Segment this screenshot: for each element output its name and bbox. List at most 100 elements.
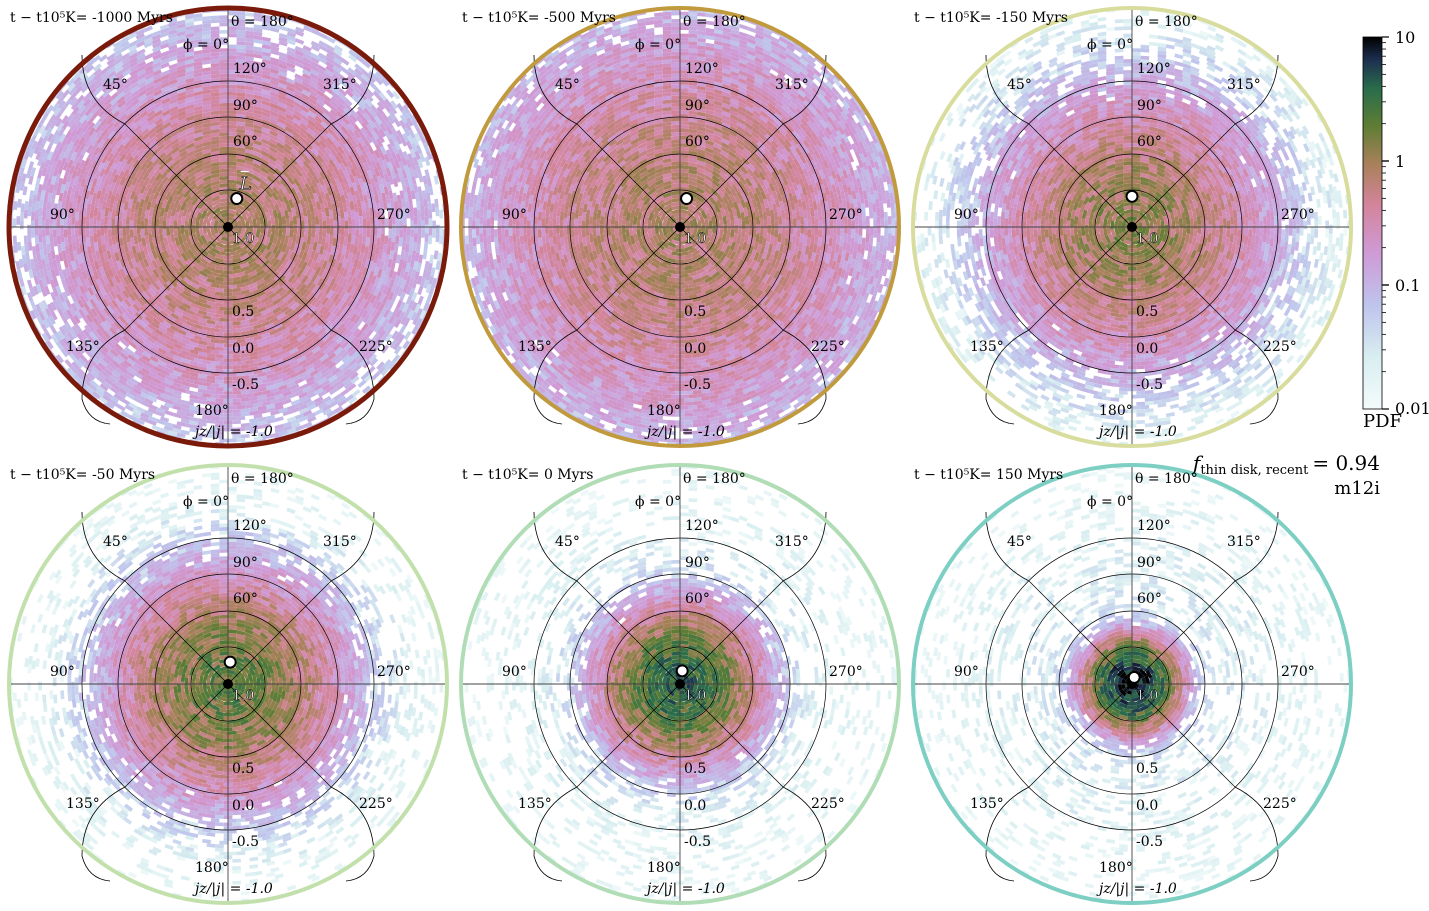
heatmap-cell xyxy=(313,375,323,383)
heatmap-cell xyxy=(99,286,107,296)
heatmap-cell xyxy=(79,330,88,340)
heatmap-cell xyxy=(37,169,43,179)
heatmap-cell xyxy=(257,196,266,206)
heatmap-cell xyxy=(377,229,382,238)
heatmap-cell xyxy=(431,203,436,213)
heatmap-cell xyxy=(210,103,220,108)
heatmap-cell xyxy=(290,143,300,152)
heatmap-cell xyxy=(387,211,393,221)
heatmap-cell xyxy=(334,160,342,170)
heatmap-cell xyxy=(218,208,228,215)
heatmap-cell xyxy=(303,289,312,299)
heatmap-cell xyxy=(270,398,280,405)
heatmap-cell xyxy=(339,66,349,75)
heatmap-cell xyxy=(105,282,113,292)
heatmap-cell xyxy=(386,120,395,130)
heatmap-cell xyxy=(253,31,263,37)
heatmap-cell xyxy=(302,160,311,170)
heatmap-cell xyxy=(424,216,429,225)
heatmap-cell xyxy=(365,211,371,221)
heatmap-cell xyxy=(274,382,284,389)
heatmap-cell xyxy=(158,215,164,225)
heatmap-cell xyxy=(168,384,178,391)
heatmap-cell xyxy=(61,337,70,347)
heatmap-cell xyxy=(190,196,199,206)
heatmap-cell xyxy=(247,215,254,225)
heatmap-cell xyxy=(108,83,118,92)
heatmap-cell xyxy=(210,173,220,179)
heatmap-cell xyxy=(296,190,304,201)
heatmap-cell xyxy=(339,130,348,140)
heatmap-cell xyxy=(407,194,413,204)
heatmap-cell xyxy=(87,335,97,345)
heatmap-cell xyxy=(44,254,50,264)
heatmap-cell xyxy=(156,351,167,359)
heatmap-cell xyxy=(80,119,88,129)
heatmap-cell xyxy=(73,269,80,279)
heatmap-cell xyxy=(322,307,331,316)
heatmap-cell xyxy=(274,218,280,227)
heatmap-cell xyxy=(244,359,254,365)
heatmap-cell xyxy=(185,389,195,395)
heatmap-cell xyxy=(301,361,311,369)
heatmap-cell xyxy=(309,77,319,85)
heatmap-cell xyxy=(355,356,365,365)
heatmap-cell xyxy=(382,309,391,319)
heatmap-cell xyxy=(24,201,29,210)
heatmap-cell xyxy=(128,40,138,48)
heatmap-cell xyxy=(45,235,50,245)
heatmap-cell xyxy=(102,252,109,262)
heatmap-cell xyxy=(315,159,324,169)
heatmap-cell xyxy=(360,186,367,196)
heatmap-cell xyxy=(102,132,111,142)
heatmap-cell xyxy=(301,68,312,76)
heatmap-cell xyxy=(86,345,96,355)
heatmap-cell xyxy=(206,289,216,296)
heatmap-cell xyxy=(399,301,406,311)
heatmap-cell xyxy=(366,169,374,180)
heatmap-cell xyxy=(219,48,228,52)
heatmap-cell xyxy=(400,279,407,289)
heatmap-cell xyxy=(219,350,228,355)
heatmap-cell xyxy=(105,354,115,364)
heatmap-cell xyxy=(300,336,310,345)
heatmap-cell xyxy=(184,423,195,429)
heatmap-cell xyxy=(109,194,116,204)
heatmap-cell xyxy=(45,227,50,236)
heatmap-cell xyxy=(228,317,237,322)
heatmap-cell xyxy=(260,154,271,162)
heatmap-cell xyxy=(286,369,296,377)
heatmap-cell xyxy=(116,86,126,95)
heatmap-cell xyxy=(321,211,327,221)
heatmap-cell xyxy=(292,117,302,126)
heatmap-cell xyxy=(84,268,91,279)
heatmap-cell xyxy=(345,165,353,176)
heatmap-cell xyxy=(159,165,168,175)
heatmap-cell xyxy=(367,343,376,353)
heatmap-cell xyxy=(89,209,94,219)
heatmap-cell xyxy=(289,351,300,359)
heatmap-cell xyxy=(99,118,108,127)
heatmap-cell xyxy=(269,106,279,114)
heatmap-cell xyxy=(228,372,237,377)
heatmap-cell xyxy=(185,21,195,27)
heatmap-cell xyxy=(191,215,197,225)
heatmap-cell xyxy=(285,185,293,195)
heatmap-cell xyxy=(252,170,262,178)
heatmap-cell xyxy=(172,260,181,270)
heatmap-cell xyxy=(236,416,246,421)
heatmap-cell xyxy=(122,235,128,245)
heatmap-cell xyxy=(294,57,304,65)
heatmap-cell xyxy=(219,383,228,388)
heatmap-cell xyxy=(87,122,96,132)
heatmap-cell xyxy=(338,266,346,276)
heatmap-cell xyxy=(416,275,423,285)
heatmap-cell xyxy=(618,227,623,236)
heatmap-cell xyxy=(146,298,156,307)
heatmap-cell xyxy=(387,143,394,153)
heatmap-cell xyxy=(296,321,306,330)
heatmap-cell xyxy=(131,338,141,347)
heatmap-cell xyxy=(310,323,320,332)
heatmap-cell xyxy=(170,146,180,155)
heatmap-cell xyxy=(291,134,301,144)
